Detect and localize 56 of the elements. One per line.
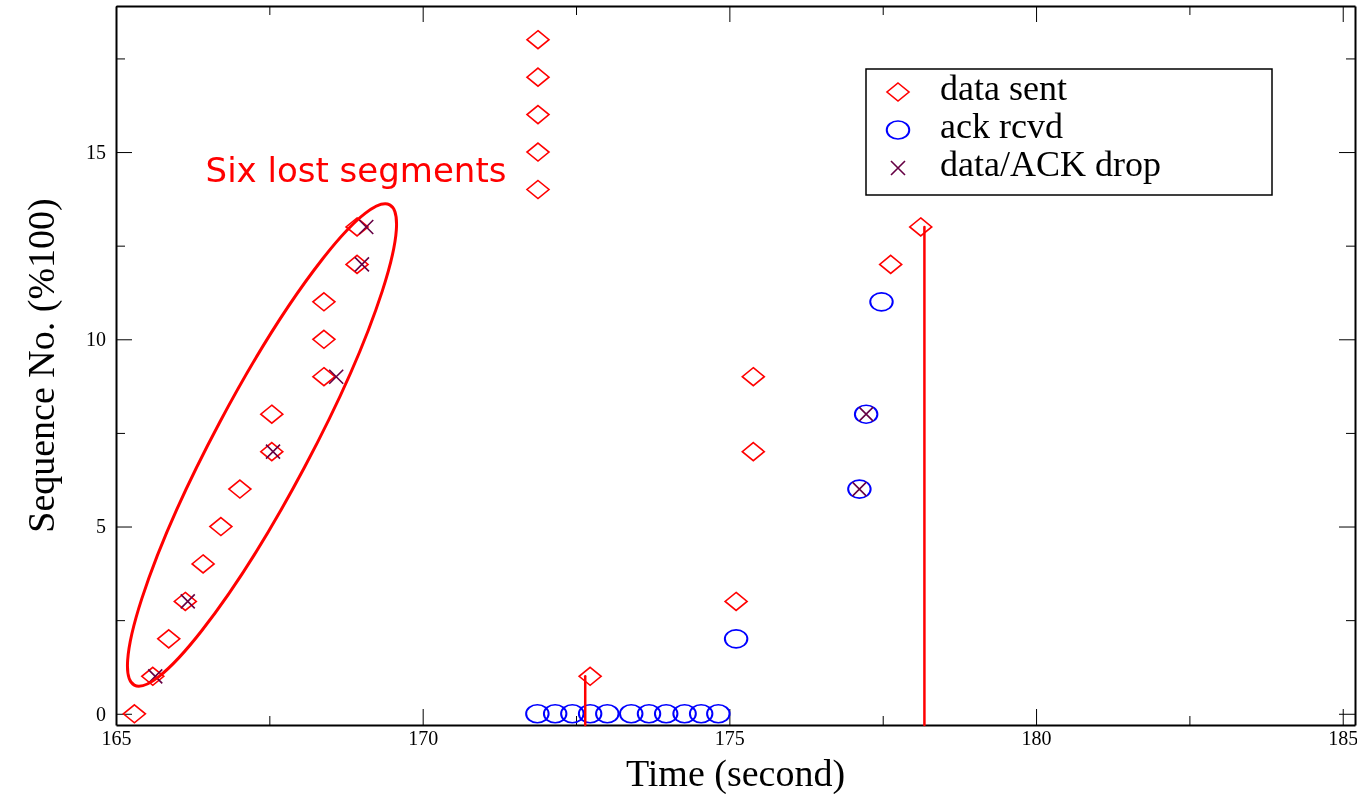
- y-tick-label: 0: [96, 702, 106, 725]
- point: [723, 628, 749, 649]
- point: [312, 329, 336, 350]
- point: [209, 516, 233, 537]
- legend-label: ack rcvd: [940, 106, 1063, 147]
- point: [191, 554, 215, 574]
- point: [724, 591, 748, 612]
- point: [878, 254, 903, 275]
- point: [345, 217, 369, 237]
- x-tick-label: 170: [408, 727, 439, 749]
- point: [578, 703, 603, 724]
- point: [741, 366, 766, 387]
- point: [869, 291, 894, 312]
- point: [543, 703, 568, 724]
- legend-label: data/ACK drop: [940, 144, 1161, 185]
- point: [706, 703, 731, 724]
- annotation: Six lost segments: [205, 149, 507, 190]
- point: [312, 292, 336, 312]
- x-tick-label: 165: [101, 727, 132, 749]
- point: [122, 703, 147, 724]
- y-tick-label: 5: [96, 515, 106, 538]
- point: [260, 441, 284, 462]
- point: [672, 703, 697, 724]
- x-tick-label: 175: [714, 727, 745, 749]
- point: [345, 254, 369, 275]
- point: [526, 67, 550, 87]
- point: [173, 591, 198, 612]
- point: [156, 629, 181, 649]
- point: [636, 703, 662, 724]
- y-tick-label: 10: [86, 328, 106, 351]
- y-tick-label: 15: [86, 140, 106, 163]
- point: [595, 703, 620, 724]
- point: [854, 404, 879, 425]
- x-tick-label: 180: [1021, 727, 1052, 749]
- legend-label: data sent: [940, 68, 1067, 109]
- point: [741, 441, 766, 462]
- y-axis-title: Sequence No. (%100): [20, 198, 63, 533]
- point: [228, 479, 252, 499]
- x-tick-label: 185: [1328, 727, 1357, 749]
- point: [908, 217, 933, 237]
- x-axis-title: Time (second): [625, 752, 846, 794]
- point: [526, 142, 550, 162]
- point: [358, 219, 375, 235]
- point: [525, 703, 550, 724]
- point: [526, 179, 550, 200]
- point: [654, 703, 679, 724]
- point: [312, 366, 336, 387]
- point: [526, 29, 550, 50]
- point: [526, 104, 550, 125]
- point: [689, 703, 714, 724]
- point: [578, 666, 602, 687]
- point: [328, 368, 344, 385]
- point: [260, 404, 284, 424]
- point: [141, 666, 165, 687]
- point: [619, 703, 644, 724]
- point: [560, 703, 585, 724]
